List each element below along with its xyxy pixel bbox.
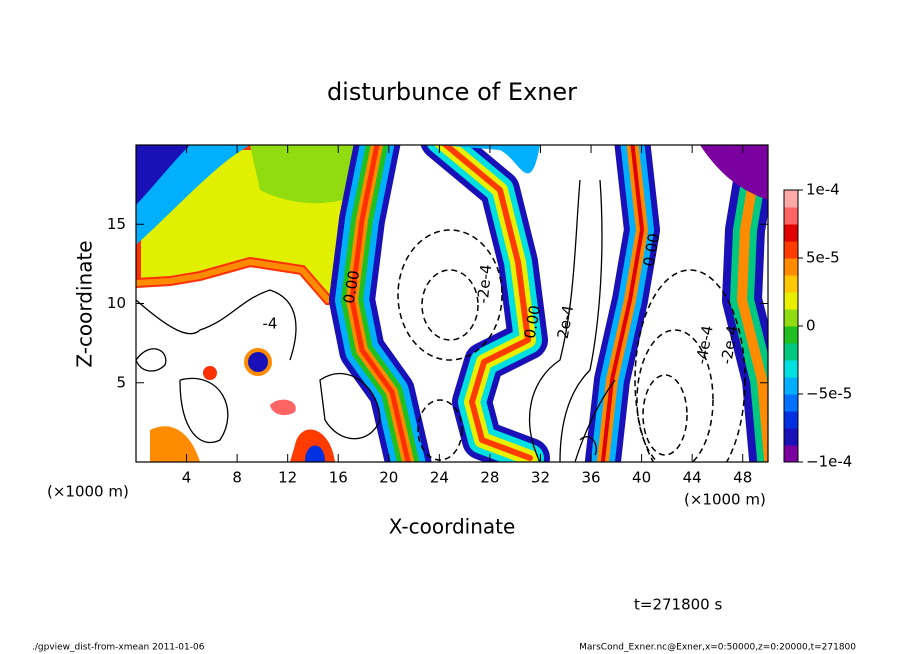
x-unit-label: (×1000 m) [47, 483, 129, 501]
chart-title: disturbunce of Exner [327, 78, 577, 106]
colorbar-tick-label: 5e-5 [806, 249, 840, 267]
colorbar-band [784, 343, 798, 361]
colorbar-tick-label: −1e-4 [806, 453, 852, 471]
contour-label: 2e-4 [554, 304, 578, 340]
x-tick-label: 48 [733, 469, 752, 487]
colorbar-band [784, 394, 798, 412]
x-unit-label: (×1000 m) [684, 491, 766, 509]
x-tick-label: 12 [278, 469, 297, 487]
x-tick-label: 24 [430, 469, 449, 487]
colorbar-band [784, 275, 798, 293]
colorbar-tick-label: 1e-4 [806, 181, 840, 199]
contour-label: 0.00 [340, 269, 364, 305]
colorbar-tick-label: 0 [806, 317, 816, 335]
x-axis-label: X-coordinate [389, 515, 516, 539]
x-tick-label: 8 [232, 469, 242, 487]
y-tick-label: 15 [107, 215, 126, 233]
contour-label: 0.00 [640, 232, 664, 268]
y-tick-label: 10 [107, 294, 126, 312]
x-tick-label: 36 [581, 469, 600, 487]
colorbar-band [784, 428, 798, 446]
contour-label: -4 [263, 315, 278, 333]
contour-label: -2e-4 [474, 264, 495, 305]
contour-field [136, 145, 768, 462]
colorbar-band [784, 190, 798, 208]
colorbar-band [784, 377, 798, 395]
x-tick-label: 16 [329, 469, 348, 487]
time-label: t=271800 s [634, 596, 722, 614]
x-tick-label: 40 [632, 469, 651, 487]
colorbar-band [784, 224, 798, 242]
colorbar-band [784, 326, 798, 344]
footer-left: ./gpview_dist-from-xmean 2011-01-06 [32, 643, 205, 653]
contour-label: 0.00 [521, 304, 545, 340]
colorbar-band [784, 411, 798, 429]
x-tick-label: 20 [379, 469, 398, 487]
colorbar-band [784, 292, 798, 310]
colorbar-band [784, 241, 798, 259]
x-tick-label: 44 [683, 469, 702, 487]
colorbar-tick-label: −5e-5 [806, 385, 852, 403]
colorbar-band [784, 258, 798, 276]
x-tick-label: 28 [480, 469, 499, 487]
colorbar-band [784, 445, 798, 463]
colorbar-band [784, 360, 798, 378]
y-axis-label: Z-coordinate [73, 240, 97, 367]
colorbar-band [784, 207, 798, 225]
x-tick-label: 4 [182, 469, 192, 487]
y-tick-label: 5 [116, 373, 126, 391]
x-tick-label: 32 [531, 469, 550, 487]
footer-right: MarsCond_Exner.nc@Exner,x=0:50000,z=0:20… [579, 643, 856, 653]
colorbar-band [784, 309, 798, 327]
